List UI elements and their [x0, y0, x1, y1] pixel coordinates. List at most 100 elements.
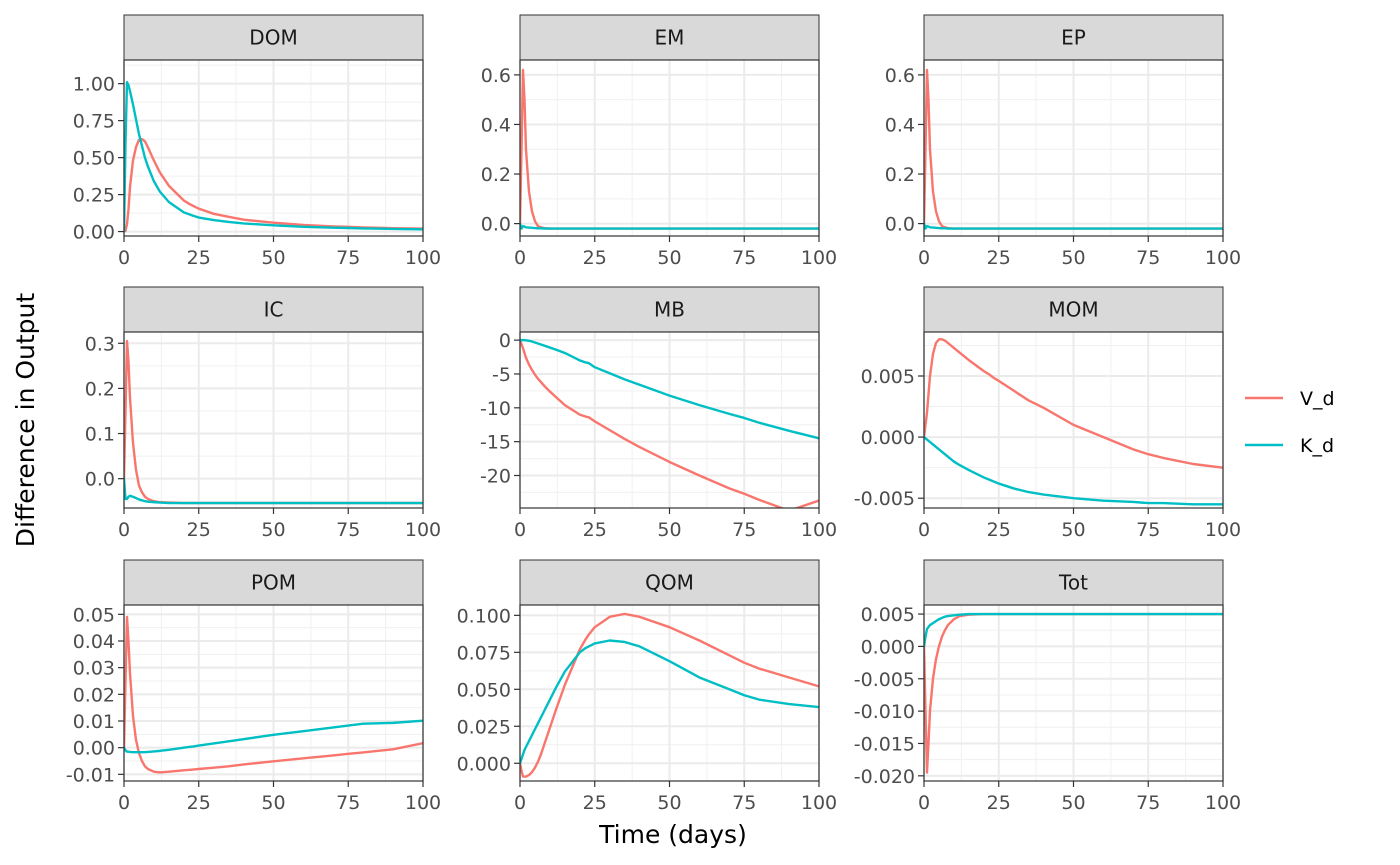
x-tick-label: 100: [1205, 792, 1241, 814]
x-tick-label: 100: [1205, 247, 1241, 269]
facet-pom: POM 0 25 50 75 100 0.05 0.04 0.03 0.02 0.01 0.00 -0.…: [66, 559, 441, 814]
x-tick-label: 0: [918, 792, 930, 814]
x-tick-label: 50: [261, 247, 285, 269]
x-tick-label: 50: [657, 792, 681, 814]
facet-strip: [923, 286, 1224, 333]
y-tick-label: -0.010: [854, 701, 915, 723]
facet-dom: DOM 0 25 50 75 100 0.00 0.25 0.50 0.75 1.00: [73, 14, 441, 269]
x-tick-label: 100: [405, 792, 441, 814]
x-tick-label: 100: [405, 519, 441, 541]
x-tick-label: 50: [261, 519, 285, 541]
legend: V_d K_d: [1245, 388, 1335, 457]
series-line-v-d: [520, 612, 819, 778]
legend-label-k-d: K_d: [1300, 435, 1334, 457]
x-tick-label: 50: [261, 792, 285, 814]
y-axis-title: Difference in Output: [11, 293, 40, 548]
x-tick-label: 25: [583, 519, 607, 541]
y-tick-label: 0.05: [73, 604, 115, 626]
series-line-k-d: [520, 222, 819, 230]
x-tick-label: 25: [187, 247, 211, 269]
y-tick-label: 0.050: [457, 679, 511, 701]
x-tick-label: 75: [1136, 519, 1160, 541]
legend-label-v-d: V_d: [1300, 388, 1335, 410]
x-tick-label: 25: [583, 247, 607, 269]
x-tick-label: 75: [732, 792, 756, 814]
y-tick-label: 0.0: [885, 214, 915, 236]
y-tick-label: 0.025: [457, 716, 511, 738]
x-tick-label: 75: [732, 247, 756, 269]
facet-strip: [123, 286, 424, 333]
series-line-k-d: [924, 435, 1223, 506]
y-tick-label: 0.000: [861, 636, 915, 658]
x-tick-label: 100: [801, 247, 837, 269]
facet-strip-label: EM: [655, 26, 685, 50]
y-tick-label: 0.005: [861, 604, 915, 626]
facet-mom: MOM 0 25 50 75 100 0.005 0.000 -0.005: [854, 286, 1241, 541]
x-tick-label: 75: [1136, 792, 1160, 814]
x-tick-label: 25: [987, 247, 1011, 269]
series-line-k-d: [124, 80, 423, 233]
x-tick-label: 0: [918, 519, 930, 541]
y-tick-label: 0.2: [481, 164, 511, 186]
y-tick-label: -0.01: [66, 764, 115, 786]
y-tick-label: 0.00: [73, 222, 115, 244]
y-tick-label: -0.005: [854, 488, 915, 510]
facet-strip-label: POM: [251, 571, 296, 595]
x-tick-label: 0: [918, 247, 930, 269]
x-tick-label: 50: [657, 519, 681, 541]
facet-strip: [923, 14, 1224, 61]
series-line-k-d: [520, 338, 819, 440]
series-line-k-d: [124, 719, 423, 754]
series-line-k-d: [924, 612, 1223, 648]
x-tick-label: 75: [336, 792, 360, 814]
facet-ic: IC 0 25 50 75 100 0.0 0.1 0.2 0.3: [85, 286, 441, 541]
facet-strip: [123, 559, 424, 606]
facet-strip-label: DOM: [249, 26, 297, 50]
x-tick-label: 50: [1061, 519, 1085, 541]
series-line-k-d: [924, 222, 1223, 230]
y-tick-label: -10: [480, 398, 511, 420]
facet-mb: MB 0 25 50 75 100 0 -5 -10 -15 -20: [480, 286, 837, 541]
x-tick-label: 0: [118, 247, 130, 269]
facet-qom: QOM 0 25 50 75 100 0.100 0.075 0.050 0.025 0.000: [457, 559, 837, 814]
series-line-v-d: [520, 338, 819, 508]
y-tick-label: -20: [480, 466, 511, 488]
y-tick-label: 0.50: [73, 148, 115, 170]
y-tick-label: 0.02: [73, 684, 115, 706]
facet-strip: [923, 559, 1224, 606]
x-tick-label: 0: [514, 519, 526, 541]
series-line-k-d: [124, 477, 423, 505]
y-tick-label: -5: [492, 364, 511, 386]
y-tick-label: 0.3: [85, 333, 115, 355]
x-tick-label: 0: [514, 792, 526, 814]
facet-strip-label: MB: [654, 298, 685, 322]
x-tick-label: 75: [336, 519, 360, 541]
x-tick-label: 75: [732, 519, 756, 541]
facet-strip-label: IC: [264, 298, 284, 322]
x-tick-label: 25: [187, 519, 211, 541]
facet-strip-label: QOM: [645, 571, 694, 595]
y-tick-label: 0.005: [861, 366, 915, 388]
y-tick-label: 0.4: [481, 114, 511, 136]
facet-strip-label: MOM: [1048, 298, 1098, 322]
x-tick-label: 100: [801, 792, 837, 814]
y-tick-label: 0.100: [457, 605, 511, 627]
y-tick-label: 0.2: [885, 164, 915, 186]
series-line-v-d: [924, 338, 1223, 469]
x-tick-label: 100: [405, 247, 441, 269]
facet-strip-label: Tot: [1058, 571, 1088, 595]
x-tick-label: 50: [1061, 792, 1085, 814]
x-tick-label: 25: [583, 792, 607, 814]
series-line-v-d: [124, 615, 423, 774]
x-tick-label: 100: [801, 519, 837, 541]
x-axis-title: Time (days): [598, 820, 747, 849]
y-tick-label: 0.25: [73, 185, 115, 207]
x-tick-label: 0: [514, 247, 526, 269]
x-tick-label: 75: [336, 247, 360, 269]
y-tick-label: 0.4: [885, 114, 915, 136]
x-tick-label: 100: [1205, 519, 1241, 541]
facet-ep: EP 0 25 50 75 100 0.0 0.2 0.4 0.6: [885, 14, 1241, 269]
facet-em: EM 0 25 50 75 100 0.0 0.2 0.4 0.6: [481, 14, 837, 269]
x-tick-label: 25: [187, 792, 211, 814]
